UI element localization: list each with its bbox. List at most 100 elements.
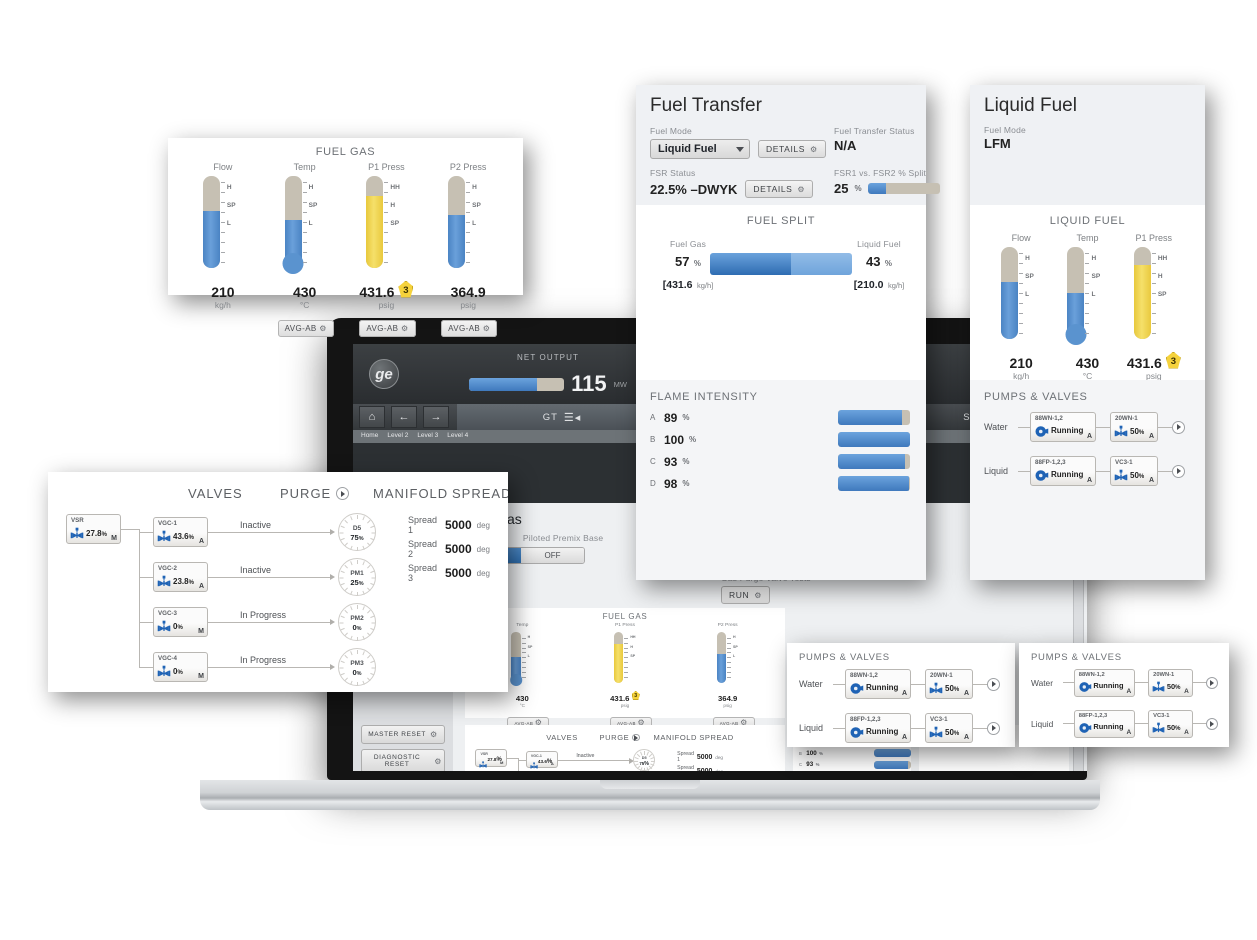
fuel-split-title: FUEL SPLIT: [746, 215, 816, 227]
inlet-valve-node[interactable]: VSR 27.8% M: [475, 749, 508, 768]
net-output-bar: [469, 377, 565, 391]
valve-icon: [929, 682, 943, 696]
inlet-valve-node[interactable]: VSR 27.8% M: [66, 514, 121, 544]
valve-value: 50%: [1130, 471, 1145, 480]
pv-next-button[interactable]: [987, 677, 1000, 691]
thermo-tick-L: L: [732, 654, 736, 659]
pump-tag: 88WN-1,2: [1035, 415, 1063, 422]
diagnostic-reset-label: DIAGNOSTIC RESET: [373, 754, 421, 768]
valve-node[interactable]: VGC-3 0% M: [153, 607, 208, 637]
valve-icon: [929, 726, 943, 740]
pumps-valves-panel-a: PUMPS & VALVES Water 88WN-1,2 Running A 20WN…: [787, 643, 1015, 747]
valve-tag: VGC-1: [530, 754, 542, 759]
flame-row-unit: %: [682, 457, 690, 466]
fuel-split-left-flow-unit: kg/h]: [696, 281, 714, 290]
fuel-split-right-flow-unit: kg/h]: [887, 281, 905, 290]
valve-value: 43.6%: [173, 532, 194, 541]
net-output-value: 115: [571, 371, 607, 396]
thermometer-tube: [716, 632, 726, 683]
tab-gt[interactable]: GT ☰◂: [457, 404, 667, 430]
valve-node[interactable]: 20WN-1 50% A: [1148, 669, 1193, 697]
home-icon[interactable]: ⌂: [359, 406, 385, 428]
fuel-split-right: Liquid Fuel 43 % [210.0 kg/h]: [838, 239, 920, 293]
spread-row[interactable]: Spread 1 5000 deg: [400, 512, 498, 538]
spread-unit: deg: [715, 754, 723, 760]
valve-node[interactable]: VGC-1 43.6% A: [153, 517, 208, 547]
flame-row-unit: %: [815, 762, 820, 768]
pump-node[interactable]: 88FP-1,2,3 Running A: [845, 713, 911, 743]
gear-icon: ⚙: [637, 718, 646, 728]
breadcrumb-level2[interactable]: Level 2: [387, 432, 409, 439]
pump-node[interactable]: 88WN-1,2 Running A: [1030, 412, 1096, 442]
pump-mode: A: [1086, 433, 1092, 440]
pump-tag: 88WN-1,2: [1078, 672, 1105, 678]
purge-play-button[interactable]: [632, 733, 640, 742]
thermo-tick-HH: HH: [630, 634, 636, 639]
fuel-mode-select[interactable]: Liquid Fuel: [650, 139, 750, 159]
arrow-left-icon[interactable]: ←: [391, 406, 417, 428]
toggle-off[interactable]: OFF: [521, 548, 584, 563]
valve-node[interactable]: 20WN-1 50% A: [925, 669, 973, 699]
purge-play-button[interactable]: [336, 487, 350, 500]
alarm-badge[interactable]: 3: [631, 690, 640, 701]
liquid-fuel-pv-title: PUMPS & VALVES: [984, 391, 1088, 403]
spread-row[interactable]: Spread 3 5000 deg: [400, 560, 498, 586]
valve-node[interactable]: 20WN-1 50% A: [1110, 412, 1158, 442]
breadcrumb-level4[interactable]: Level 4: [447, 432, 469, 439]
thermometer-value: 210: [211, 284, 235, 300]
diagnostic-reset-button[interactable]: DIAGNOSTIC RESET ⚙: [361, 749, 445, 771]
pump-node[interactable]: 88FP-1,2,3 Running A: [1030, 456, 1096, 486]
avg-ab-button[interactable]: AVG-AB ⚙: [359, 320, 416, 337]
thermometer-unit: psig: [723, 703, 732, 709]
breadcrumb-home[interactable]: Home: [361, 432, 379, 439]
spread-value: 5000: [696, 753, 713, 761]
pv-next-button[interactable]: [1205, 676, 1218, 689]
avg-ab-button[interactable]: AVG-AB ⚙: [441, 320, 498, 337]
column-header-valves: VALVES: [188, 486, 243, 501]
valve-node[interactable]: VGC-1 43.6% A: [525, 751, 558, 769]
breadcrumb-level3[interactable]: Level 3: [417, 432, 439, 439]
flame-intensity-row: B 100%: [799, 749, 911, 758]
valve-node[interactable]: VGC-4 0% M: [153, 652, 208, 682]
manifold-gauge-label: PM2: [350, 615, 364, 622]
pv-next-button[interactable]: [1172, 464, 1185, 478]
spread-unit: deg: [715, 769, 723, 771]
fuel-mode-label: Fuel Mode: [650, 126, 692, 136]
pv-next-button[interactable]: [1205, 717, 1218, 730]
alarm-badge[interactable]: 3: [1165, 351, 1181, 369]
valve-node[interactable]: VC3-1 50% A: [1148, 709, 1193, 738]
master-reset-button[interactable]: MASTER RESET ⚙: [361, 725, 445, 744]
purge-status: Inactive: [240, 520, 272, 530]
pv-next-button[interactable]: [1172, 420, 1185, 434]
liquid-fuel-mode-group: Fuel Mode LFM: [984, 125, 1026, 151]
alarm-badge[interactable]: 3: [398, 280, 414, 298]
valve-value: 43.6%: [537, 758, 553, 765]
purge-test-run-button[interactable]: RUN ⚙: [721, 586, 770, 604]
pump-node[interactable]: 88WN-1,2 Running A: [1073, 669, 1136, 697]
pv-next-button[interactable]: [987, 721, 1000, 735]
fsr-details-button[interactable]: DETAILS ⚙: [745, 180, 814, 198]
pv-b-title: PUMPS & VALVES: [1031, 652, 1122, 663]
valve-node[interactable]: VC3-1 50% A: [925, 713, 973, 743]
flame-intensity-row: B 100%: [650, 432, 910, 447]
avg-ab-button[interactable]: AVG-AB ⚙: [277, 320, 334, 337]
thermo-tick-H: H: [226, 184, 232, 191]
fsr-split-group: FSR1 vs. FSR2 % Split 25 %: [834, 168, 940, 196]
fuel-gas-panel: FUEL GAS Flow H SP L 210 kg/h Temp H SP L 430 °C AVG…: [168, 138, 523, 337]
pump-node[interactable]: 88FP-1,2,3 Running A: [1073, 709, 1136, 738]
fuel-split-section: FUEL SPLIT Fuel Gas 57 % [431.6 kg/h] Li…: [636, 205, 926, 380]
spread-row[interactable]: Spread 1 5000 deg: [669, 748, 726, 767]
thermometer-tube: [511, 632, 521, 683]
pump-node[interactable]: 88WN-1,2 Running A: [845, 669, 911, 699]
valve-node[interactable]: VGC-2 23.8% A: [153, 562, 208, 592]
thermo-tick-L: L: [1091, 291, 1096, 298]
pump-state: Running: [866, 727, 899, 736]
fuel-mode-details-button[interactable]: DETAILS ⚙: [758, 140, 826, 158]
inlet-valve-value: 27.8%: [487, 756, 502, 763]
valve-node[interactable]: VC3-1 50% A: [1110, 456, 1158, 486]
thermometer-caption: Flow: [213, 162, 233, 172]
flame-intensity-section: FLAME INTENSITY A 89% B 100% C 93% D 98%: [636, 380, 926, 580]
arrow-right-icon[interactable]: →: [423, 406, 449, 428]
